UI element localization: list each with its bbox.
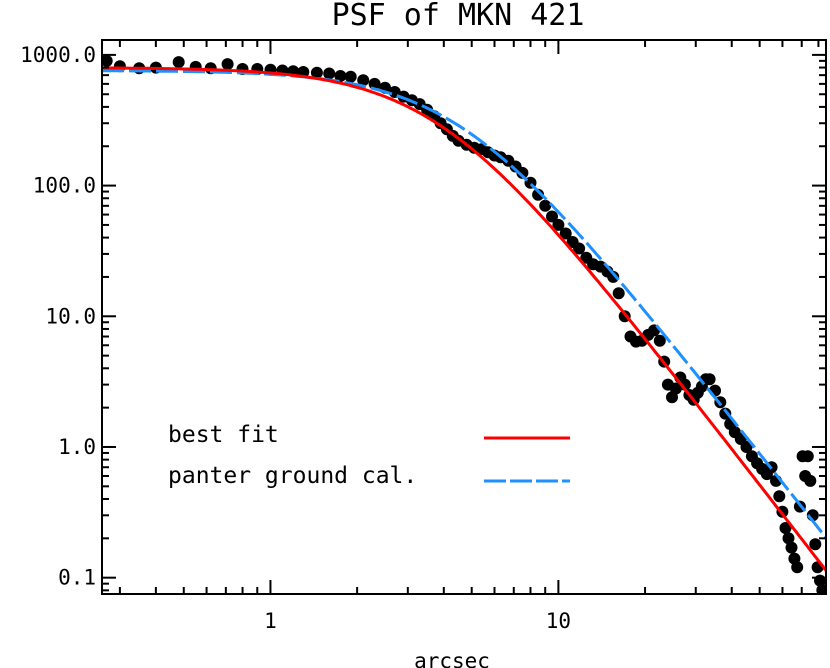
data-point <box>559 227 572 240</box>
data-point <box>532 188 545 201</box>
data-point <box>801 450 814 463</box>
y-tick-label: 100.0 <box>33 174 96 198</box>
legend-label-panter-ground-cal: panter ground cal. <box>168 463 417 489</box>
data-point <box>357 74 370 87</box>
data-point <box>612 287 625 300</box>
axes: 1 10 0.1 1.0 10.0 100.0 1000.0 <box>20 39 827 633</box>
legend-label-best-fit: best fit <box>168 422 279 448</box>
y-tick-label: 1000.0 <box>20 43 96 67</box>
data-point <box>740 441 753 453</box>
data-point <box>334 70 347 82</box>
data-point <box>516 166 529 179</box>
data-point <box>310 66 323 79</box>
data-point <box>344 70 357 83</box>
data-point <box>773 490 786 503</box>
data-point <box>172 56 185 69</box>
data-point <box>573 242 586 255</box>
data-point <box>607 270 620 283</box>
data-point <box>785 541 798 554</box>
data-point <box>552 218 565 231</box>
chart-title: PSF of MKN 421 <box>332 0 585 33</box>
data-point <box>653 334 666 347</box>
data-point <box>779 522 792 534</box>
plot-area <box>102 54 826 594</box>
data-point <box>791 561 804 574</box>
best-fit-curve <box>102 66 826 572</box>
data-point <box>669 382 682 395</box>
y-tick-label: 10.0 <box>45 304 96 328</box>
legend: best fit panter ground cal. <box>168 422 570 489</box>
plot-frame <box>101 39 827 595</box>
data-point <box>539 199 552 212</box>
data-point <box>804 474 817 487</box>
x-axis-label: arcsec <box>414 649 490 668</box>
data-point <box>546 210 558 223</box>
x-tick-label: 1 <box>264 609 277 633</box>
panter-ground-cal-curve <box>102 69 826 539</box>
x-tick-label: 10 <box>546 609 571 633</box>
y-tick-label: 0.1 <box>58 566 96 590</box>
data-point <box>323 67 336 80</box>
data-point <box>782 532 795 545</box>
data-point <box>809 538 822 551</box>
data-point <box>221 58 234 71</box>
y-tick-label: 1.0 <box>58 435 96 459</box>
data-point <box>703 373 716 386</box>
